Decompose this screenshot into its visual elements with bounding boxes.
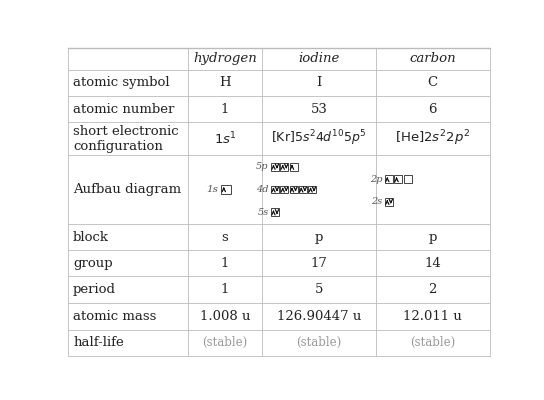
- Text: short electronic
configuration: short electronic configuration: [73, 124, 178, 152]
- Text: 4d: 4d: [256, 185, 269, 194]
- Text: $1s^{1}$: $1s^{1}$: [214, 130, 237, 147]
- Bar: [271, 208, 279, 216]
- Bar: [221, 185, 231, 194]
- Bar: [299, 186, 307, 193]
- Text: (stable): (stable): [202, 336, 248, 350]
- Text: 5s: 5s: [257, 208, 269, 217]
- Bar: [290, 186, 298, 193]
- Text: $[\mathrm{Kr}]5s^{2}4d^{10}5p^{5}$: $[\mathrm{Kr}]5s^{2}4d^{10}5p^{5}$: [271, 129, 367, 148]
- Text: half-life: half-life: [73, 336, 124, 350]
- Text: 1: 1: [221, 257, 229, 270]
- Bar: [271, 186, 279, 193]
- Bar: [281, 186, 288, 193]
- Bar: [308, 186, 316, 193]
- Bar: [290, 163, 298, 170]
- Text: 17: 17: [311, 257, 327, 270]
- Text: 6: 6: [429, 102, 437, 116]
- Text: 1: 1: [221, 283, 229, 296]
- Bar: [404, 175, 412, 183]
- Text: 1s: 1s: [206, 185, 218, 194]
- Text: atomic symbol: atomic symbol: [73, 76, 170, 90]
- Text: period: period: [73, 283, 116, 296]
- Text: C: C: [428, 76, 438, 90]
- Text: block: block: [73, 230, 109, 244]
- Bar: [385, 175, 393, 183]
- Text: 2p: 2p: [370, 174, 382, 184]
- Text: 126.90447 u: 126.90447 u: [277, 310, 361, 323]
- Bar: [385, 198, 393, 206]
- Text: 53: 53: [311, 102, 327, 116]
- Bar: [281, 163, 288, 170]
- Text: I: I: [316, 76, 322, 90]
- Text: 1: 1: [221, 102, 229, 116]
- Text: 12.011 u: 12.011 u: [403, 310, 462, 323]
- Text: p: p: [429, 230, 437, 244]
- Text: iodine: iodine: [298, 52, 339, 66]
- Text: 2: 2: [429, 283, 437, 296]
- Text: 1.008 u: 1.008 u: [200, 310, 250, 323]
- Text: group: group: [73, 257, 113, 270]
- Text: Aufbau diagram: Aufbau diagram: [73, 183, 181, 196]
- Text: hydrogen: hydrogen: [193, 52, 257, 66]
- Text: (stable): (stable): [296, 336, 342, 350]
- Text: $[\mathrm{He}]2s^{2}2p^{2}$: $[\mathrm{He}]2s^{2}2p^{2}$: [395, 129, 470, 148]
- Bar: [271, 163, 279, 170]
- Bar: [394, 175, 403, 183]
- Text: H: H: [219, 76, 231, 90]
- Text: 14: 14: [424, 257, 441, 270]
- Text: 2s: 2s: [371, 197, 382, 206]
- Text: p: p: [314, 230, 323, 244]
- Text: 5: 5: [314, 283, 323, 296]
- Text: atomic number: atomic number: [73, 102, 175, 116]
- Text: carbon: carbon: [410, 52, 456, 66]
- Text: 5p: 5p: [256, 162, 269, 171]
- Text: s: s: [221, 230, 228, 244]
- Text: atomic mass: atomic mass: [73, 310, 157, 323]
- Text: (stable): (stable): [410, 336, 455, 350]
